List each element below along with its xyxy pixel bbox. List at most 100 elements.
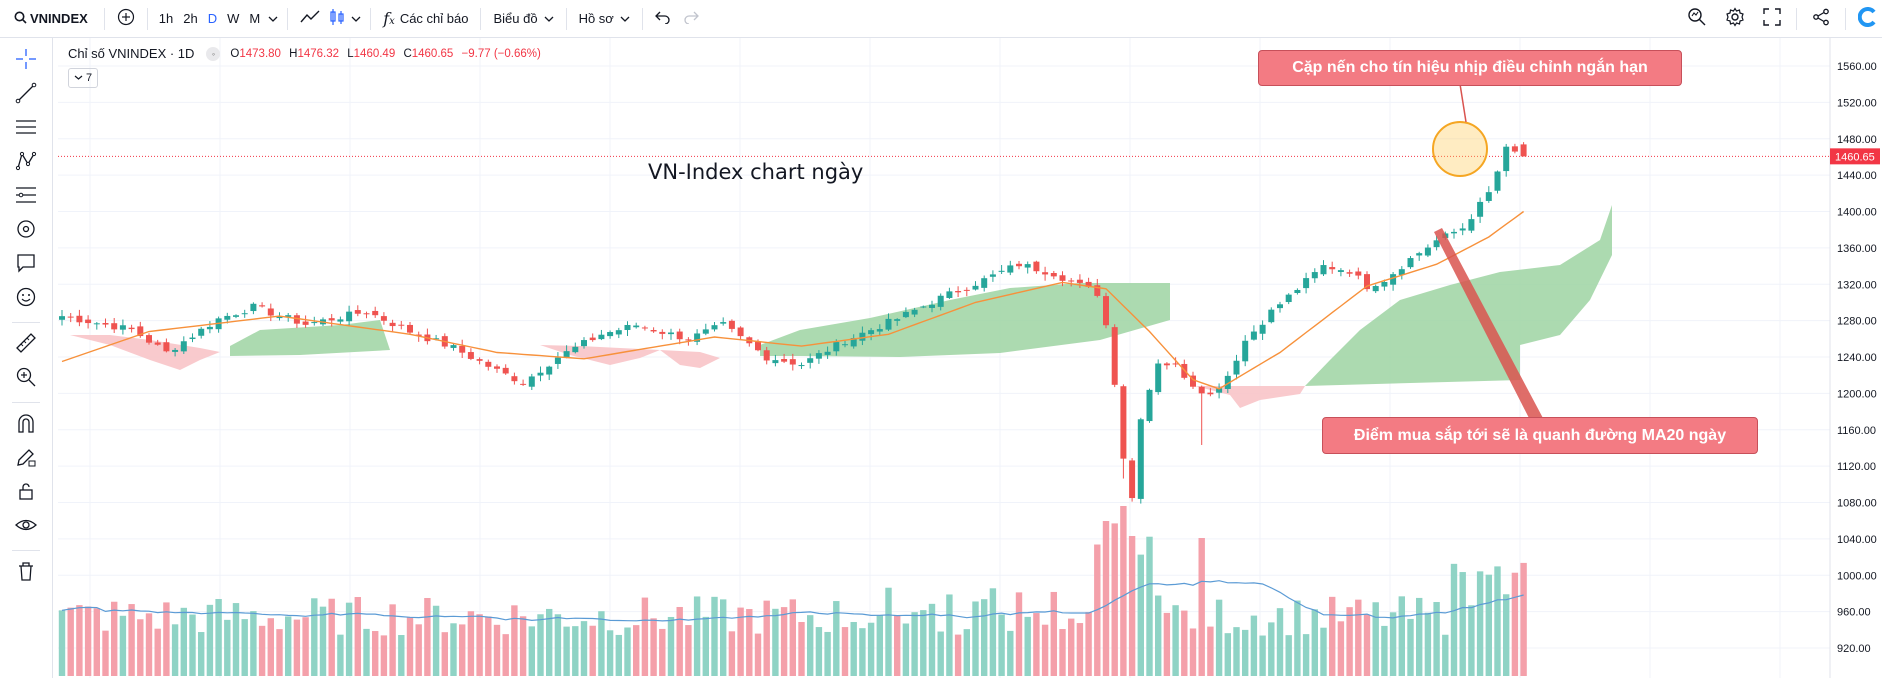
cloud-bearish — [660, 350, 720, 368]
text-note-tool[interactable] — [12, 251, 40, 279]
settings-button[interactable] — [1716, 0, 1754, 37]
price-axis-tick: 1240.00 — [1837, 352, 1877, 364]
candle-body — [311, 322, 318, 324]
volume-bar — [1259, 635, 1266, 676]
measure-tool[interactable] — [12, 331, 40, 359]
candle-body — [885, 318, 892, 330]
volume-bar — [311, 598, 318, 676]
volume-bar — [1433, 602, 1440, 676]
redo-button[interactable] — [677, 0, 705, 37]
candle-body — [720, 322, 727, 324]
price-axis-tick: 1400.00 — [1837, 207, 1877, 219]
zoom-in-tool[interactable] — [12, 365, 40, 393]
volume-bar — [720, 599, 727, 676]
candle-body — [380, 316, 387, 321]
volume-bar — [1085, 612, 1092, 676]
pattern-tool[interactable] — [12, 149, 40, 177]
candle-body — [494, 366, 500, 369]
profile-menu-button[interactable]: Hồ sơ — [573, 0, 636, 37]
candle-body — [1172, 363, 1179, 365]
trend-line-tool[interactable] — [12, 81, 40, 109]
volume-bar — [946, 594, 953, 676]
compare-button[interactable] — [111, 0, 141, 37]
volume-bar — [1311, 609, 1318, 676]
chart-menu-button[interactable]: Biểu đồ — [487, 0, 559, 37]
drawing-mode-tool[interactable] — [12, 445, 40, 473]
visibility-tool[interactable] — [12, 513, 40, 541]
legend-status-icon: ◦ — [206, 46, 221, 61]
volume-bar — [1250, 615, 1258, 676]
candle-body — [1268, 309, 1275, 323]
timeframe-w[interactable]: W — [227, 11, 240, 26]
volume-bar — [606, 630, 614, 676]
volume-bar — [1015, 592, 1023, 676]
volume-bar — [641, 597, 649, 676]
symbol-search[interactable]: VNINDEX — [0, 0, 94, 37]
emoji-tool[interactable] — [12, 285, 40, 313]
fib-tool[interactable] — [12, 183, 40, 211]
eye-icon — [15, 514, 37, 541]
top-toolbar: VNINDEX 1h 2h D W M fx Các chỉ báo Biểu … — [0, 0, 1882, 38]
volume-bar — [1050, 591, 1057, 676]
candle-body — [1477, 201, 1484, 217]
chart-type-dropdown[interactable] — [348, 0, 364, 37]
delete-tool[interactable] — [12, 559, 40, 587]
line-chart-type-button[interactable] — [294, 0, 326, 37]
gear-icon — [1725, 7, 1745, 30]
cloud-bullish — [230, 320, 390, 356]
timeframe-1h[interactable]: 1h — [158, 11, 174, 26]
volume-bar — [1468, 605, 1475, 676]
search-indicator-icon — [1687, 7, 1707, 30]
volume-bar — [1181, 610, 1188, 676]
legend-open: 1473.80 — [239, 47, 281, 60]
magnet-tool[interactable] — [12, 411, 40, 439]
timeframe-d[interactable]: D — [207, 11, 218, 26]
quick-search-button[interactable] — [1678, 0, 1716, 37]
volume-bar — [580, 621, 588, 676]
lock-tool[interactable] — [12, 479, 40, 507]
drawing-toolbar — [0, 38, 53, 678]
candle-body — [102, 323, 109, 325]
crosshair-tool[interactable] — [12, 47, 40, 75]
ichimoku-cloud — [70, 205, 1612, 408]
lock-icon — [15, 480, 37, 507]
timeframe-m[interactable]: M — [249, 11, 261, 26]
volume-bar — [685, 625, 692, 676]
candle-body — [659, 331, 666, 334]
volume-bar — [589, 625, 596, 676]
undo-button[interactable] — [649, 0, 677, 37]
candle-body — [911, 309, 918, 315]
function-icon: fx — [383, 9, 395, 28]
volume-bar — [1276, 608, 1284, 676]
candle-chart-type-button[interactable] — [326, 0, 348, 37]
timeframe-dropdown[interactable] — [265, 0, 281, 37]
volume-bar — [876, 615, 883, 676]
candle-body — [250, 303, 257, 312]
cloud-bearish — [70, 335, 220, 370]
brush-tool[interactable] — [12, 217, 40, 245]
candle-body — [772, 360, 779, 364]
candle-body — [1198, 386, 1205, 394]
candle-body — [511, 376, 518, 382]
candle-body — [685, 339, 692, 341]
timeframe-2h[interactable]: 2h — [183, 11, 198, 26]
candle-body — [1103, 296, 1109, 326]
fullscreen-button[interactable] — [1754, 0, 1790, 37]
candle-body — [476, 359, 483, 361]
candle-body — [59, 316, 65, 320]
volume-bar — [459, 624, 466, 676]
share-button[interactable] — [1803, 0, 1839, 37]
candle-body — [929, 304, 935, 308]
redo-icon — [683, 10, 699, 27]
candle-body — [267, 308, 274, 316]
candle-body — [1494, 171, 1501, 191]
indicator-collapse-toggle[interactable]: 7 — [68, 68, 98, 88]
horizontal-lines-tool[interactable] — [12, 115, 40, 143]
candle-body — [1303, 278, 1310, 289]
indicators-button[interactable]: fx Các chỉ báo — [377, 0, 474, 37]
candle-body — [781, 359, 788, 362]
candle-body — [93, 323, 100, 325]
candle-body — [389, 322, 396, 327]
candle-body — [1433, 240, 1440, 248]
